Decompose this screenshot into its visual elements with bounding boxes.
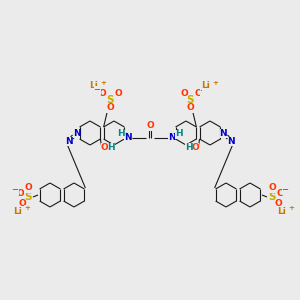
Text: O: O [268, 184, 276, 193]
Text: O: O [98, 89, 106, 98]
Text: S: S [186, 95, 194, 105]
Text: N: N [220, 128, 227, 137]
Text: −: − [94, 85, 100, 94]
Text: O: O [18, 200, 26, 208]
Text: O: O [24, 184, 32, 193]
Text: O: O [180, 89, 188, 98]
Text: Li: Li [14, 206, 22, 215]
Text: +: + [212, 80, 218, 86]
Text: −: − [200, 86, 206, 95]
Text: O: O [106, 103, 114, 112]
Text: O: O [16, 188, 24, 197]
Text: N: N [168, 134, 176, 142]
Text: +: + [24, 205, 30, 211]
Text: +: + [288, 205, 294, 211]
Text: O: O [274, 200, 282, 208]
Text: S: S [106, 95, 114, 105]
Text: N: N [228, 136, 235, 146]
Text: S: S [24, 192, 32, 202]
Text: O: O [114, 89, 122, 98]
Text: O: O [146, 122, 154, 130]
Text: Li: Li [202, 82, 210, 91]
Text: H: H [185, 142, 192, 152]
Text: −: − [11, 185, 19, 194]
Text: H: H [108, 142, 115, 152]
Text: O: O [276, 188, 284, 197]
Text: Li: Li [278, 206, 286, 215]
Text: N: N [65, 136, 72, 146]
Text: −: − [281, 185, 289, 194]
Text: O: O [194, 89, 202, 98]
Text: N: N [124, 134, 132, 142]
Text: O: O [192, 142, 200, 152]
Text: H: H [175, 130, 183, 139]
Text: H: H [117, 130, 125, 139]
Text: N: N [73, 128, 80, 137]
Text: +: + [100, 80, 106, 86]
Text: S: S [268, 192, 276, 202]
Text: Li: Li [90, 82, 98, 91]
Text: O: O [100, 142, 108, 152]
Text: O: O [186, 103, 194, 112]
